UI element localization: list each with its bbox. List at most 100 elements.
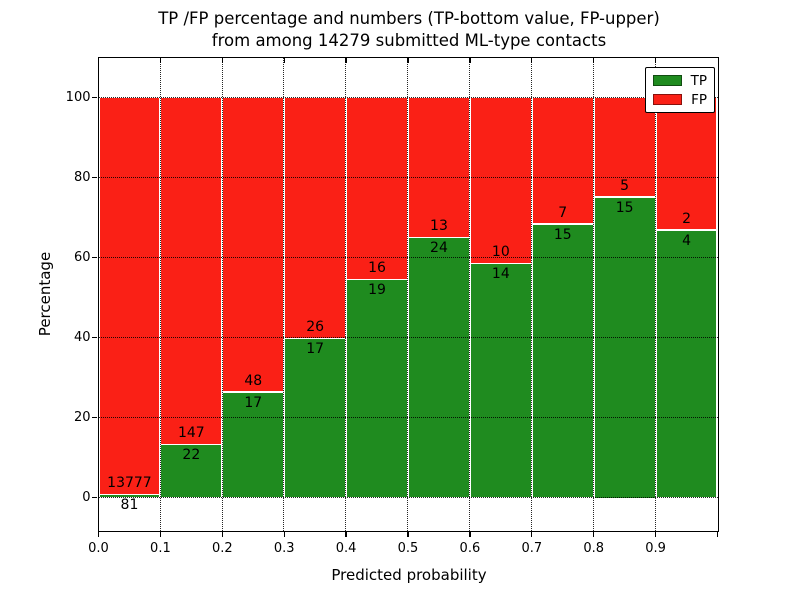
horizontal-gridline bbox=[98, 256, 718, 258]
y-tick-label: 0 bbox=[82, 489, 91, 505]
tp-count-label: 17 bbox=[306, 341, 325, 358]
x-axis-tick bbox=[531, 532, 533, 537]
horizontal-gridline bbox=[98, 336, 718, 338]
vertical-gridline bbox=[654, 57, 656, 531]
x-axis-top-tick bbox=[407, 57, 409, 63]
x-axis-top-tick bbox=[283, 57, 285, 63]
x-tick-label: 0.9 bbox=[645, 540, 666, 556]
x-axis-tick bbox=[159, 532, 162, 537]
fp-count-label: 10 bbox=[491, 244, 510, 261]
bar-boundary-edge bbox=[285, 337, 346, 340]
vertical-gridline bbox=[469, 57, 471, 531]
y-tick-label: 80 bbox=[73, 169, 91, 185]
tp-bar-segment bbox=[223, 392, 284, 498]
tp-bar-segment bbox=[470, 264, 531, 498]
fp-count-label: 7 bbox=[558, 204, 568, 221]
bar-boundary-edge bbox=[470, 262, 531, 265]
tp-count-label: 14 bbox=[491, 266, 510, 283]
y-tick-label: 100 bbox=[65, 89, 91, 105]
tp-count-label: 15 bbox=[553, 226, 572, 243]
bar-boundary-edge bbox=[99, 493, 160, 496]
bar-column-0.2: 48 17 bbox=[222, 57, 285, 531]
tp-bar-segment bbox=[656, 230, 717, 498]
vertical-gridline bbox=[283, 57, 285, 531]
tp-count-label: 4 bbox=[682, 232, 691, 249]
horizontal-gridline bbox=[98, 416, 718, 418]
legend: TP FP bbox=[645, 67, 715, 113]
tp-bar-segment bbox=[285, 339, 346, 498]
x-axis-tick bbox=[221, 532, 223, 537]
fp-bar-segment bbox=[347, 97, 407, 281]
tp-bar-segment bbox=[594, 197, 655, 498]
vertical-gridline bbox=[531, 57, 533, 531]
bar-boundary-edge bbox=[656, 229, 717, 231]
tp-count-label: 17 bbox=[244, 394, 263, 411]
x-axis-tick bbox=[283, 532, 285, 537]
fp-count-label: 13777 bbox=[107, 475, 152, 492]
bar-column-0.5: 13 24 bbox=[408, 57, 470, 531]
y-tick-label: 40 bbox=[73, 329, 91, 345]
y-axis-tick bbox=[92, 176, 97, 179]
legend-tp-label: TP bbox=[690, 72, 707, 89]
x-axis-top-tick bbox=[159, 57, 162, 63]
tp-bar-segment bbox=[161, 445, 222, 498]
y-tick-label: 60 bbox=[73, 249, 91, 265]
fp-bar-segment bbox=[409, 97, 469, 239]
x-axis-tick bbox=[593, 532, 595, 537]
y-axis-tick bbox=[92, 256, 97, 259]
bar-column-0.0: 13777 81 bbox=[98, 57, 161, 531]
bar-column-0.7: 7 15 bbox=[531, 57, 594, 531]
bar-boundary-edge bbox=[161, 443, 222, 446]
fp-count-label: 13 bbox=[430, 218, 448, 235]
bar-column-0.3: 26 17 bbox=[284, 57, 347, 531]
vertical-gridline bbox=[345, 57, 347, 531]
horizontal-gridline bbox=[98, 496, 718, 498]
x-axis-top-tick bbox=[469, 57, 471, 63]
x-tick-label: 0.6 bbox=[459, 540, 481, 556]
bar-boundary-edge bbox=[223, 391, 284, 393]
bar-boundary-edge bbox=[347, 278, 407, 281]
fp-bar-segment bbox=[161, 97, 222, 446]
bar-column-0.1: 147 22 bbox=[160, 57, 223, 531]
fp-count-label: 16 bbox=[368, 260, 386, 277]
tp-color-swatch-icon bbox=[653, 75, 682, 86]
x-axis-tick bbox=[716, 532, 719, 537]
fp-count-label: 5 bbox=[620, 177, 630, 194]
vertical-gridline bbox=[407, 57, 409, 531]
y-tick-label: 20 bbox=[73, 409, 91, 425]
x-tick-label: 0.2 bbox=[211, 540, 233, 556]
fp-count-label: 26 bbox=[306, 319, 325, 336]
tp-count-label: 15 bbox=[615, 199, 634, 216]
fp-bar-segment bbox=[532, 97, 593, 225]
tp-count-label: 22 bbox=[182, 447, 201, 464]
bar-boundary-edge bbox=[409, 236, 469, 239]
y-axis-tick bbox=[92, 336, 97, 339]
x-axis-top-tick bbox=[221, 57, 223, 63]
x-axis-tick bbox=[654, 532, 657, 537]
chart-title: TP /FP percentage and numbers (TP-bottom… bbox=[158, 8, 660, 52]
legend-item-fp: FP bbox=[653, 92, 707, 108]
bar-boundary-edge bbox=[532, 223, 593, 225]
y-axis-tick bbox=[92, 96, 97, 99]
legend-fp-label: FP bbox=[691, 91, 707, 108]
x-tick-label: 0.1 bbox=[150, 540, 171, 556]
tp-count-label: 81 bbox=[120, 497, 139, 514]
fp-count-label: 147 bbox=[177, 425, 205, 442]
fp-bar-segment bbox=[285, 97, 346, 340]
x-axis-tick bbox=[97, 532, 100, 537]
vertical-gridline bbox=[221, 57, 223, 531]
tp-bar-segment bbox=[347, 280, 407, 498]
x-tick-label: 0.0 bbox=[88, 540, 109, 556]
fp-bar-segment bbox=[594, 97, 655, 198]
x-axis-top-tick bbox=[654, 57, 657, 63]
x-axis-top-tick bbox=[531, 57, 533, 63]
x-axis-tick bbox=[407, 532, 409, 537]
legend-item-tp: TP bbox=[653, 73, 707, 89]
bar-column-0.4: 16 19 bbox=[346, 57, 408, 531]
fp-bar-segment bbox=[470, 97, 531, 265]
x-axis-tick bbox=[345, 532, 347, 537]
vertical-gridline bbox=[592, 57, 594, 531]
y-axis-tick bbox=[92, 416, 97, 419]
x-tick-label: 0.4 bbox=[335, 540, 357, 556]
